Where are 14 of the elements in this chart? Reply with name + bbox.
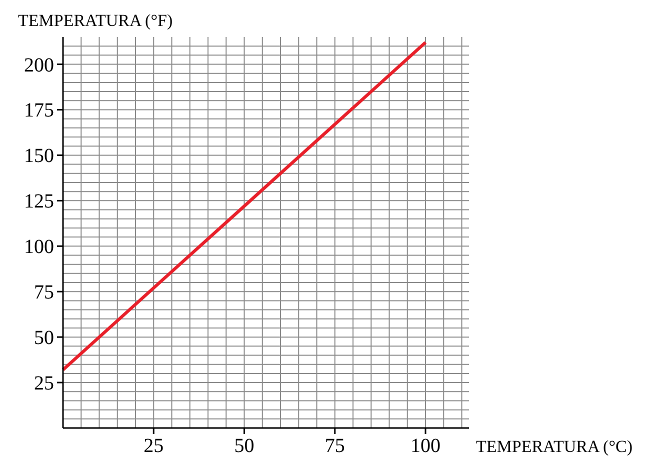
y-tick-label: 200	[24, 54, 54, 76]
y-tick-label: 50	[34, 327, 54, 350]
y-tick-label: 150	[24, 145, 54, 168]
x-tick-label: 25	[144, 435, 164, 457]
y-tick-label: 25	[34, 372, 54, 395]
y-tick-label: 175	[24, 100, 54, 122]
x-tick-label: 75	[324, 435, 345, 457]
x-axis-title: TEMPERATURA (°C)	[476, 437, 633, 456]
x-tick-label: 50	[234, 435, 254, 457]
x-tick-label: 100	[410, 435, 440, 457]
y-tick-label: 75	[34, 282, 54, 304]
y-tick-label: 100	[24, 236, 54, 258]
y-axis-title: TEMPERATURA (°F)	[18, 11, 173, 30]
y-tick-label: 125	[24, 190, 54, 213]
